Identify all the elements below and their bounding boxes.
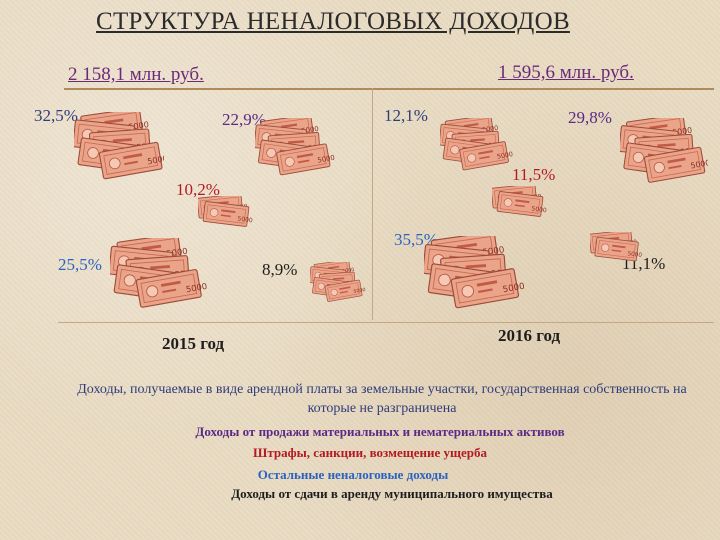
page-title: СТРУКТУРА НЕНАЛОГОВЫХ ДОХОДОВ [96,8,570,35]
year-2015-label: 2015 год [162,334,225,353]
pct-2015-land-rent: 32,5% [34,106,78,125]
legend-land-rent: Доходы, получаемые в виде арендной платы… [77,382,687,416]
legend-fines: Штрафы, санкции, возмещение ущерба [253,445,487,460]
year-2016-label: 2016 год [498,326,561,345]
banknote-stack-icon [310,262,370,310]
pct-2016-fines: 11,5% [512,165,556,184]
banknote-stack-icon [492,186,552,226]
banknote-stack-icon [424,236,528,322]
pct-2015-fines: 10,2% [176,180,220,199]
legend-municipal-rent: Доходы от сдачи в аренду муниципального … [231,486,553,501]
bottom-divider [58,322,714,323]
pct-2016-land-rent: 12,1% [384,106,428,125]
total-2015: 2 158,1 млн. руб. [68,64,204,85]
legend-other: Остальные неналоговые доходы [257,467,449,482]
year-divider [372,88,373,320]
pct-2016-material-assets: 29,8% [568,108,612,127]
legend-material-assets: Доходы от продажи материальных и нематер… [195,424,565,439]
banknote-stack-icon [620,118,708,194]
total-2016: 1 595,6 млн. руб. [498,62,634,83]
banknote-stack-icon [74,112,164,192]
top-divider [64,88,714,90]
banknote-stack-icon [255,118,335,190]
banknote-stack-icon [198,196,258,236]
pct-2015-municipal-rent: 8,9% [262,260,298,279]
pct-2015-material-assets: 22,9% [222,110,266,129]
banknote-stack-icon [440,118,516,182]
banknote-stack-icon [110,238,210,320]
pct-2015-other: 25,5% [58,255,102,274]
banknote-stack-icon [590,232,646,268]
